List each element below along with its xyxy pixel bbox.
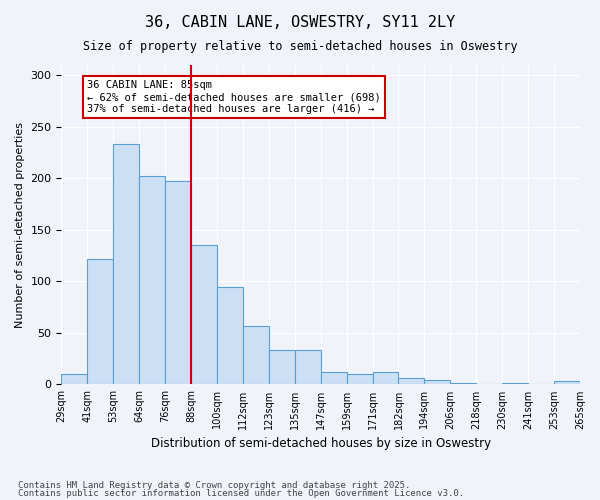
Bar xyxy=(321,372,347,384)
Bar xyxy=(269,350,295,384)
Bar xyxy=(139,176,165,384)
Bar xyxy=(347,374,373,384)
Text: Contains HM Land Registry data © Crown copyright and database right 2025.: Contains HM Land Registry data © Crown c… xyxy=(18,481,410,490)
Bar xyxy=(165,182,191,384)
Bar xyxy=(191,246,217,384)
Bar xyxy=(61,374,88,384)
Bar xyxy=(373,372,398,384)
Bar xyxy=(113,144,139,384)
X-axis label: Distribution of semi-detached houses by size in Oswestry: Distribution of semi-detached houses by … xyxy=(151,437,491,450)
Bar xyxy=(88,258,113,384)
Text: Size of property relative to semi-detached houses in Oswestry: Size of property relative to semi-detach… xyxy=(83,40,517,53)
Y-axis label: Number of semi-detached properties: Number of semi-detached properties xyxy=(15,122,25,328)
Bar xyxy=(398,378,424,384)
Bar xyxy=(217,286,243,384)
Text: Contains public sector information licensed under the Open Government Licence v3: Contains public sector information licen… xyxy=(18,488,464,498)
Bar xyxy=(424,380,451,384)
Bar xyxy=(243,326,269,384)
Text: 36, CABIN LANE, OSWESTRY, SY11 2LY: 36, CABIN LANE, OSWESTRY, SY11 2LY xyxy=(145,15,455,30)
Bar xyxy=(295,350,321,384)
Text: 36 CABIN LANE: 85sqm
← 62% of semi-detached houses are smaller (698)
37% of semi: 36 CABIN LANE: 85sqm ← 62% of semi-detac… xyxy=(88,80,381,114)
Bar xyxy=(554,382,580,384)
